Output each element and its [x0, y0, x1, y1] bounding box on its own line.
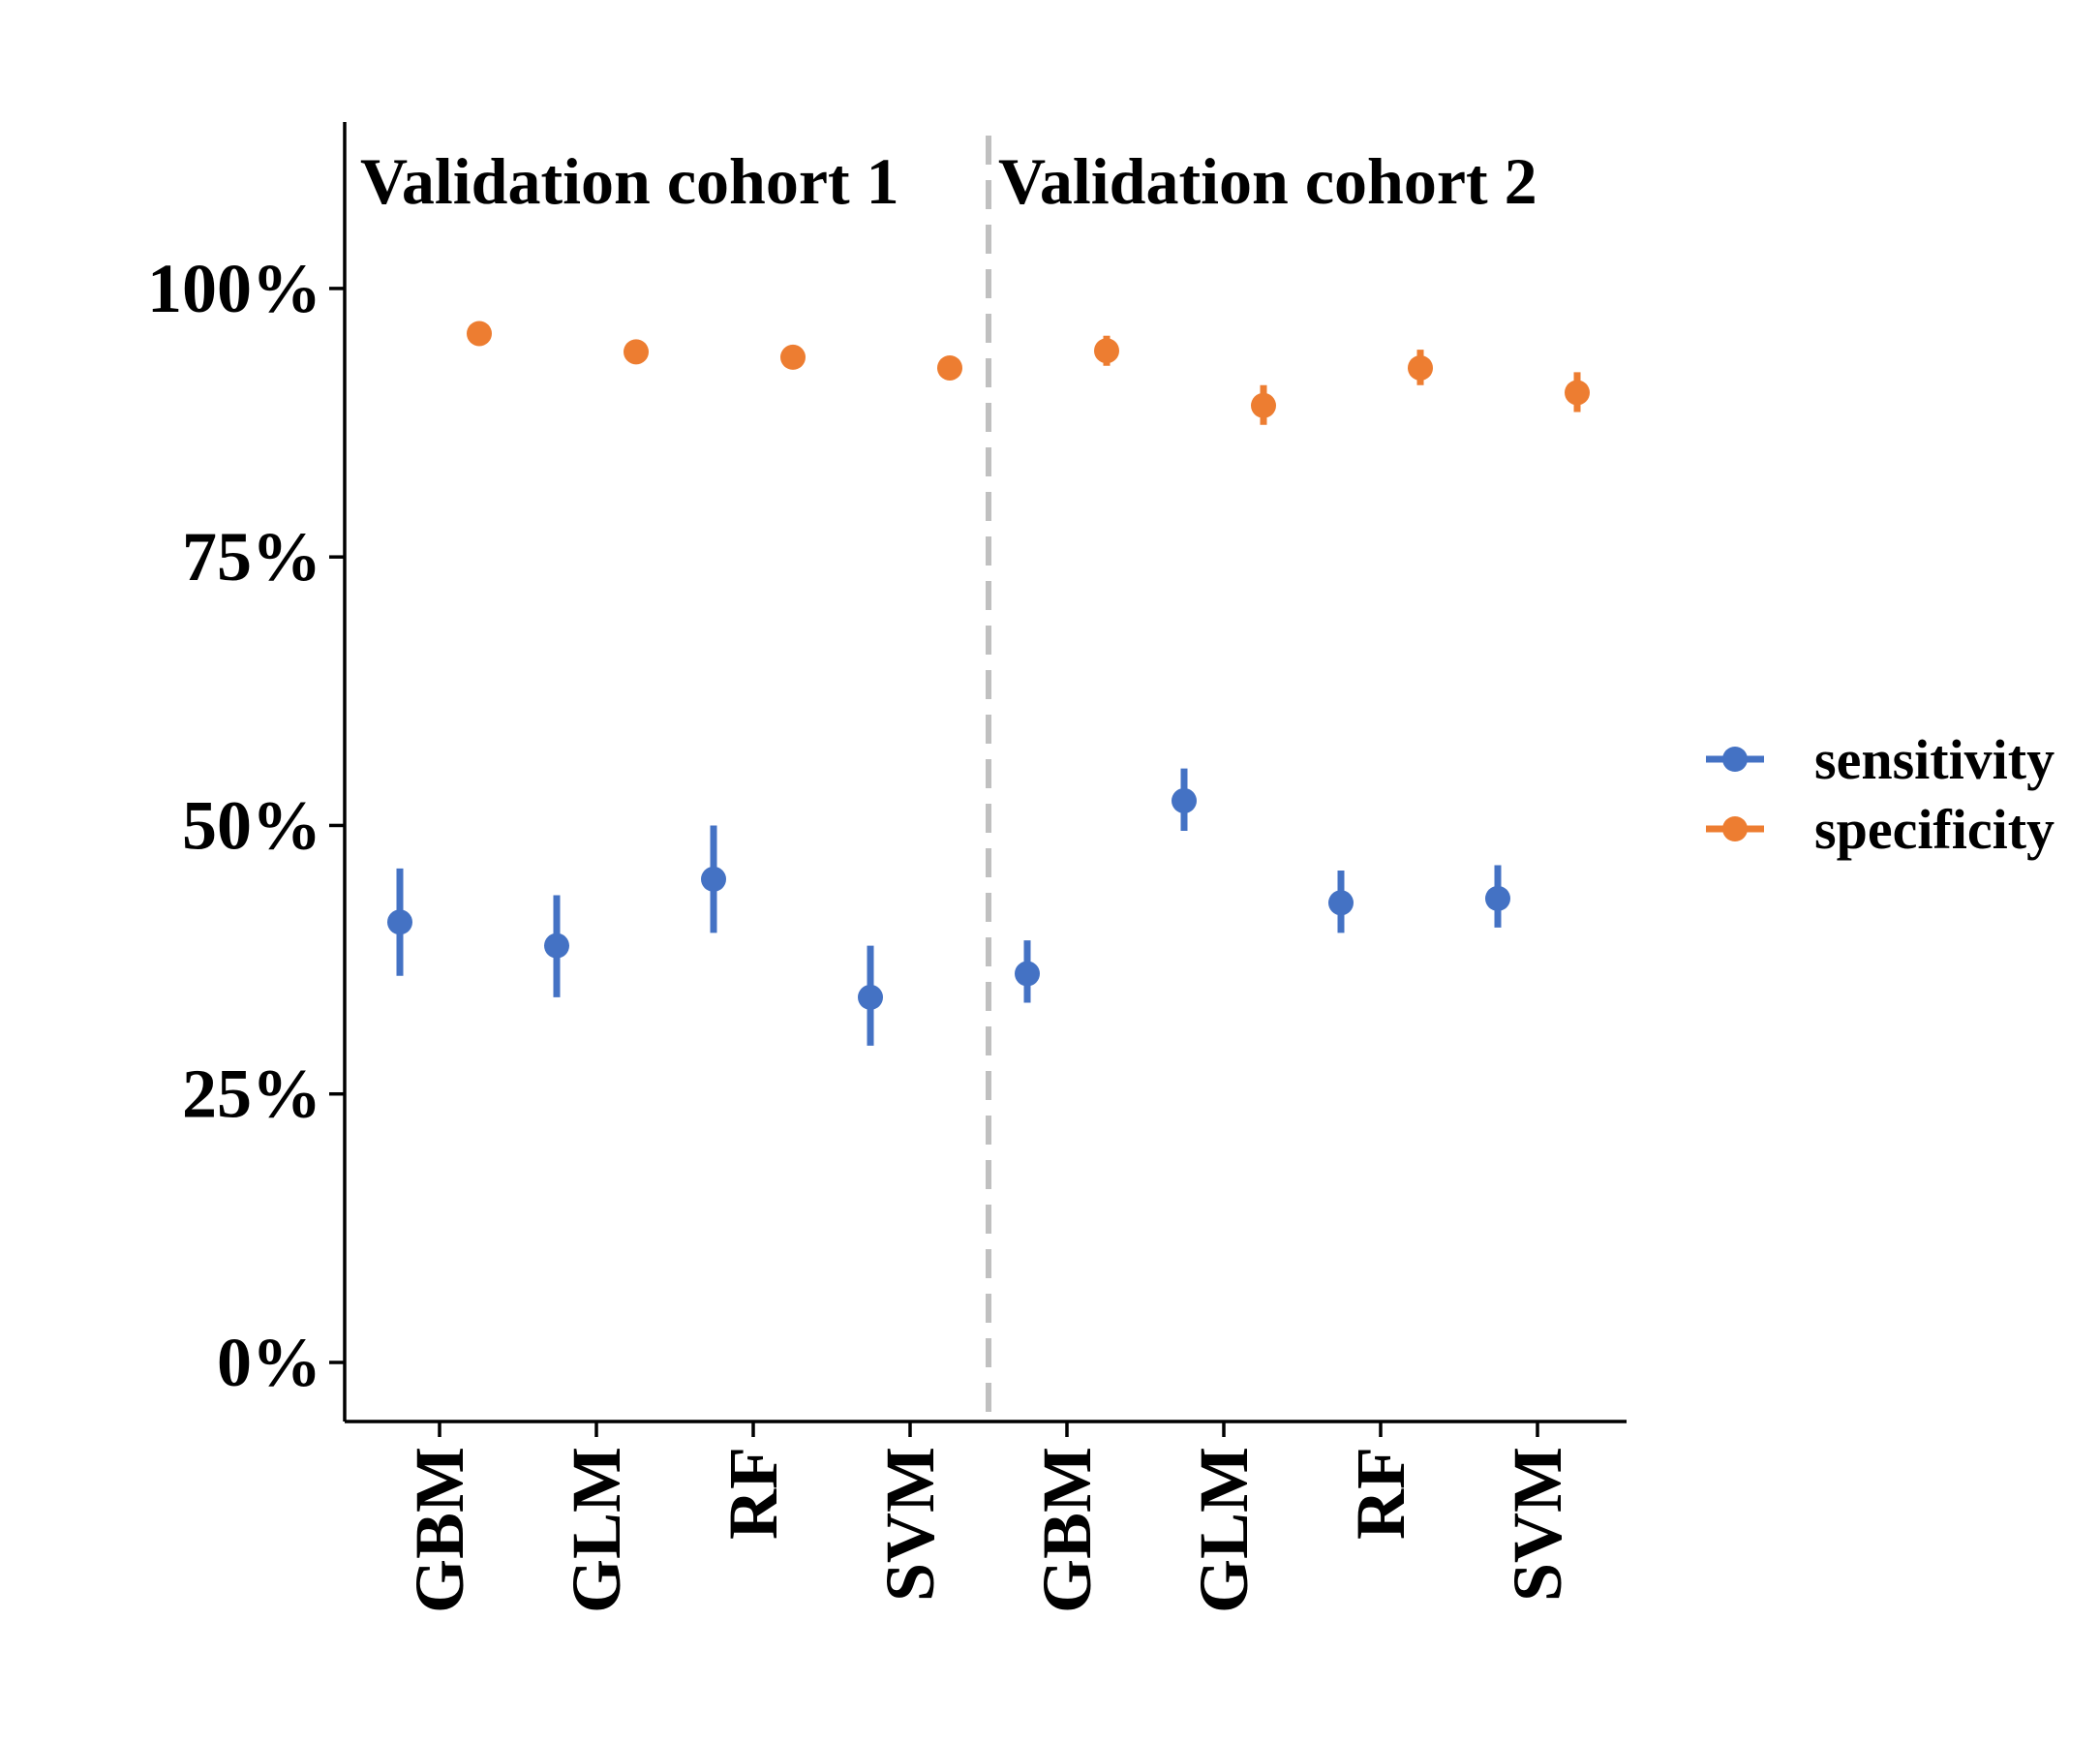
- legend-key-point: [1722, 816, 1748, 841]
- legend: sensitivity specificity: [1706, 728, 2054, 861]
- y-tick-label: 75%: [182, 518, 321, 596]
- series-layer: [387, 321, 1590, 1046]
- x-tick-label: SVM: [871, 1447, 949, 1602]
- x-tick-label: GBM: [401, 1447, 478, 1613]
- x-tick-label: GLM: [558, 1447, 635, 1613]
- sensitivity-point: [1172, 787, 1197, 813]
- specificity-point: [624, 339, 649, 365]
- legend-key-point: [1722, 747, 1748, 772]
- x-tick-label: RF: [1342, 1447, 1419, 1540]
- y-tick-label: 0%: [217, 1324, 321, 1401]
- x-tick-label: RF: [715, 1447, 792, 1540]
- x-tick-label: SVM: [1499, 1447, 1576, 1602]
- y-tick-label: 50%: [182, 786, 321, 864]
- legend-label: sensitivity: [1814, 728, 2054, 791]
- group-label: Validation cohort 1: [360, 144, 899, 218]
- sensitivity-point: [858, 984, 883, 1010]
- plot-area: 0% 25% 50% 75% 100% GBM GLM RF SVM GBM GLM RF SVM V…: [147, 122, 1627, 1613]
- sensitivity-point: [1328, 890, 1354, 916]
- specificity-point: [467, 321, 492, 347]
- legend-label: specificity: [1814, 798, 2054, 861]
- x-tick-label: GBM: [1028, 1447, 1106, 1613]
- specificity-point: [1251, 392, 1276, 418]
- y-tick-label: 25%: [182, 1055, 321, 1133]
- sensitivity-point: [387, 909, 412, 935]
- sensitivity-point: [1015, 961, 1040, 987]
- sensitivity-point: [544, 933, 569, 959]
- x-tick-label: GLM: [1185, 1447, 1263, 1613]
- group-label: Validation cohort 2: [998, 144, 1537, 218]
- specificity-point: [937, 354, 962, 381]
- specificity-point: [1408, 354, 1433, 381]
- x-axis-ticks: GBM GLM RF SVM GBM GLM RF SVM: [401, 1422, 1576, 1613]
- specificity-point: [1565, 380, 1590, 406]
- y-tick-label: 100%: [147, 250, 321, 327]
- sensitivity-point: [1485, 885, 1510, 911]
- specificity-point: [780, 344, 806, 370]
- y-axis-ticks: 0% 25% 50% 75% 100%: [147, 250, 345, 1401]
- group-labels: Validation cohort 1 Validation cohort 2: [360, 144, 1537, 218]
- sensitivity-point: [701, 866, 726, 892]
- specificity-point: [1094, 338, 1119, 364]
